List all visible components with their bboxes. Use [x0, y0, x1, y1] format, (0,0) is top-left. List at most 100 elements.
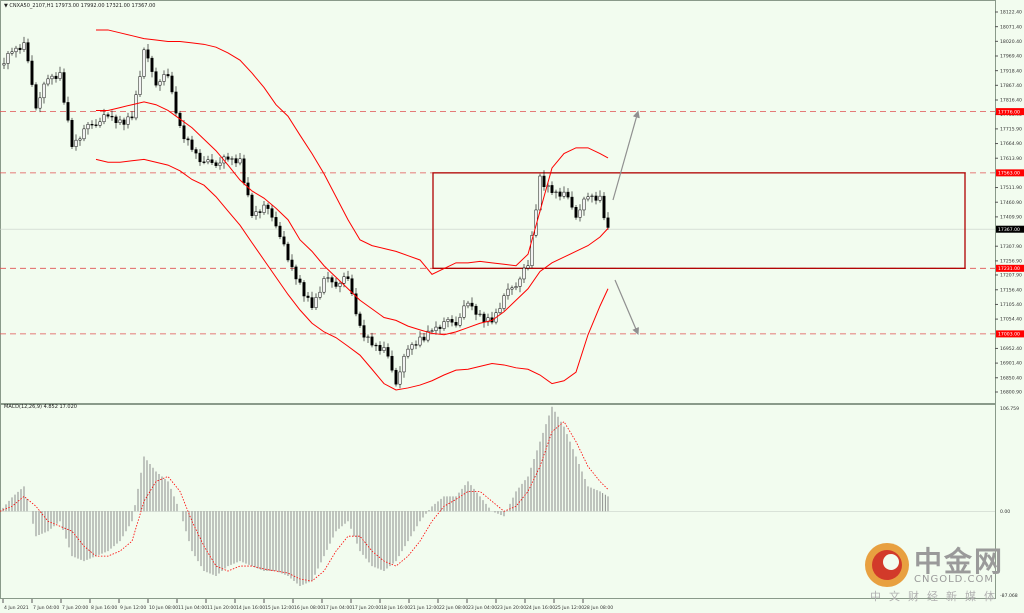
candle-body [334, 281, 338, 287]
candle-body [590, 195, 594, 198]
candle-body [602, 195, 606, 219]
candle-body [402, 355, 406, 373]
y-tick-label: 17256.90 [1000, 258, 1022, 264]
candle-body [514, 286, 518, 289]
candle-body [326, 277, 330, 279]
candle-body [158, 81, 162, 86]
candle-body [430, 330, 434, 332]
candle-body [122, 119, 126, 125]
candle-body [58, 72, 62, 79]
x-tick-label: 25 Jun 12:00 [555, 605, 584, 611]
x-tick-label: 11 Jun 04:00 [178, 605, 207, 611]
x-tick-label: 7 Jun 20:00 [62, 605, 88, 611]
candle-body [206, 159, 210, 163]
candle-body [62, 72, 66, 103]
candle-body [82, 128, 86, 140]
y-tick-label: 17867.40 [1000, 83, 1022, 89]
macd-y-tick-label: -87.068 [1000, 593, 1018, 599]
candle-body [118, 119, 122, 123]
candle-body [78, 138, 82, 141]
cngold-logo: 中金网 CNGOLD.COM 中文财经新媒体 [862, 540, 1012, 608]
candle-body [50, 75, 54, 80]
candle-body [550, 185, 554, 193]
level-price-tag [996, 330, 1024, 338]
candle-body [446, 319, 450, 322]
candle-body [26, 42, 30, 62]
y-tick-label: 17613.90 [1000, 156, 1022, 162]
y-tick-label: 17409.90 [1000, 214, 1022, 220]
candle-body [478, 313, 482, 316]
candle-body [598, 195, 602, 201]
candle-body [394, 369, 398, 385]
candle-body [586, 196, 590, 200]
candle-body [22, 42, 26, 50]
y-tick-label: 17511.90 [1000, 185, 1022, 191]
candle-body [322, 278, 326, 293]
y-tick-label: 17816.40 [1000, 98, 1022, 104]
candle-body [210, 159, 214, 163]
candle-body [18, 47, 22, 50]
candle-body [258, 211, 262, 213]
candle-body [98, 121, 102, 126]
candle-body [202, 161, 206, 163]
candle-body [146, 49, 150, 59]
candle-body [582, 198, 586, 211]
x-tick-label: 24 Jun 16:00 [526, 605, 555, 611]
main-pane-frame [0, 0, 996, 404]
candle-body [142, 49, 146, 77]
candle-body [246, 182, 250, 196]
candle-body [502, 295, 506, 309]
candle-body [450, 319, 454, 323]
candle-body [574, 207, 578, 218]
y-tick-label: 17105.40 [1000, 302, 1022, 308]
candle-body [510, 287, 514, 290]
candle-body [14, 47, 18, 53]
x-tick-label: 8 Jun 16:00 [91, 605, 117, 611]
candle-body [86, 124, 90, 130]
x-tick-label: 7 Jun 04:00 [33, 605, 59, 611]
x-tick-label: 14 Jun 16:00 [236, 605, 265, 611]
candle-body [342, 276, 346, 284]
candle-body [366, 336, 370, 338]
candle-body [38, 97, 42, 109]
candle-body [566, 191, 570, 198]
candle-body [578, 209, 582, 218]
candle-body [470, 302, 474, 307]
y-tick-label: 16952.40 [1000, 346, 1022, 352]
candle-body [6, 53, 10, 64]
candle-body [438, 326, 442, 329]
candle-body [94, 124, 98, 126]
candle-body [286, 243, 290, 261]
candle-body [2, 63, 6, 66]
y-tick-label: 17307.90 [1000, 244, 1022, 250]
candle-body [170, 75, 174, 93]
candle-body [538, 175, 542, 211]
candle-body [290, 259, 294, 268]
y-tick-label: 17918.40 [1000, 68, 1022, 74]
candle-body [282, 236, 286, 245]
candle-body [498, 308, 502, 313]
x-tick-label: 9 Jun 12:00 [120, 605, 146, 611]
level-price-tag [996, 264, 1024, 272]
candle-body [150, 57, 154, 72]
candle-body [198, 152, 202, 163]
candle-body [182, 125, 186, 140]
candle-body [102, 114, 106, 123]
y-tick-label: 18020.40 [1000, 39, 1022, 45]
candle-body [134, 94, 138, 119]
candle-body [310, 297, 314, 308]
candle-body [458, 317, 462, 326]
current-price-tag [996, 225, 1024, 233]
candle-body [254, 211, 258, 216]
candle-body [270, 208, 274, 218]
candle-body [174, 91, 178, 114]
x-tick-label: 16 Jun 08:00 [294, 605, 323, 611]
y-tick-label: 17969.40 [1000, 54, 1022, 60]
x-tick-label: 17 Jun 04:00 [323, 605, 352, 611]
current-price-label: 17367.00 [998, 227, 1020, 233]
logo-sub: 中文财经新媒体 [870, 590, 1003, 603]
candle-body [34, 84, 38, 109]
candle-body [238, 158, 242, 164]
candle-body [518, 278, 522, 287]
candle-body [558, 191, 562, 197]
